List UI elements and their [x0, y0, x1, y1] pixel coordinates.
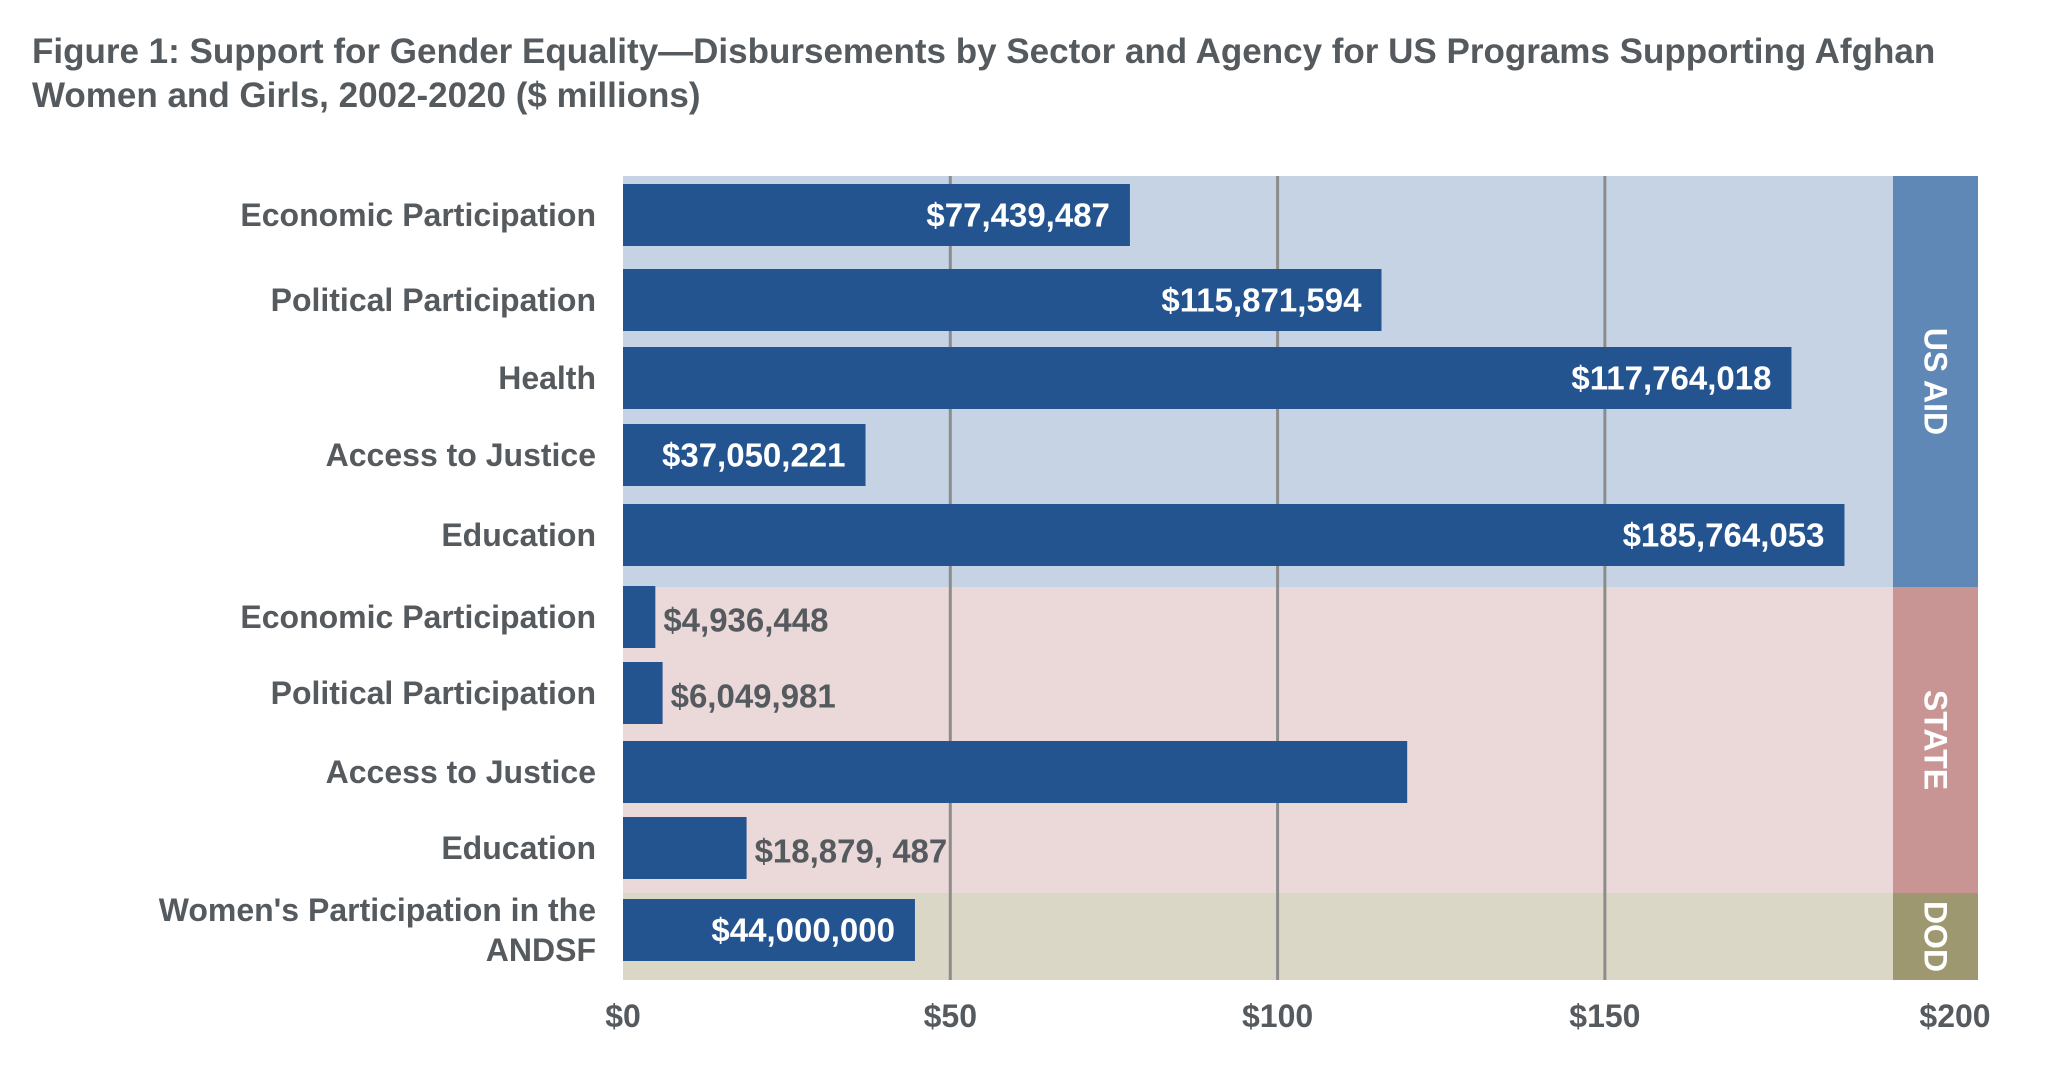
- data-label: $6,049,981: [671, 678, 836, 715]
- y-axis-label: Economic Participation: [240, 197, 596, 233]
- agency-label: STATE: [1918, 690, 1954, 790]
- x-axis-ticks: $0 $50 $100 $150 $200: [605, 998, 1990, 1034]
- data-label: $115,871,594: [1161, 282, 1362, 319]
- bar: [623, 504, 1845, 566]
- data-label: $18,879, 487: [755, 833, 948, 870]
- data-label: $4,936,448: [663, 602, 828, 639]
- x-tick-label: $200: [1919, 998, 1990, 1034]
- y-axis-label: Health: [498, 360, 596, 396]
- y-axis-label: Education: [441, 517, 596, 553]
- bar: [623, 184, 1130, 246]
- y-axis-label: Access to Justice: [326, 754, 596, 790]
- y-axis-label: Economic Participation: [240, 599, 596, 635]
- bars: $77,439,487 $115,871,594 $117,764,018 $37,0…: [623, 184, 1845, 961]
- bar: [623, 741, 1408, 803]
- y-axis-label-line: ANDSF: [486, 932, 596, 968]
- data-label: $117,764,018: [1571, 360, 1771, 397]
- agency-label: DOD: [1918, 901, 1954, 972]
- data-label: $44,000,000: [711, 912, 895, 949]
- x-tick-label: $0: [605, 998, 641, 1034]
- data-label: $37,050,221: [662, 437, 846, 474]
- agency-strip-0: [1893, 176, 1978, 587]
- y-axis-label: Political Participation: [271, 675, 596, 711]
- bar: [623, 347, 1792, 409]
- agency-strip-2: [1893, 893, 1978, 980]
- y-axis-label: Women's Participation in the ANDSF: [159, 892, 596, 968]
- data-label: $77,439,487: [926, 197, 1110, 234]
- bar: [623, 899, 915, 961]
- agency-labels: US AID STATE DOD: [1893, 176, 1978, 980]
- x-tick-label: $100: [1242, 998, 1313, 1034]
- agency-strip-1: [1893, 587, 1978, 893]
- bar: [623, 662, 663, 724]
- y-axis-label: Education: [441, 830, 596, 866]
- y-axis-labels: Economic Participation Political Particip…: [159, 197, 596, 968]
- bar: [623, 424, 866, 486]
- bar: [623, 269, 1382, 331]
- y-axis-label: Access to Justice: [326, 437, 596, 473]
- agency-label: US AID: [1918, 328, 1954, 435]
- y-axis-label: Political Participation: [271, 282, 596, 318]
- data-label: $185,764,053: [1623, 517, 1825, 554]
- x-tick-label: $50: [924, 998, 977, 1034]
- bar: [623, 586, 656, 648]
- x-tick-label: $150: [1569, 998, 1640, 1034]
- chart-title: Figure 1: Support for Gender Equality—Di…: [32, 32, 1936, 115]
- bar: [623, 817, 747, 879]
- y-axis-label-line: Women's Participation in the: [159, 892, 596, 928]
- agency-band-1: [623, 587, 1978, 893]
